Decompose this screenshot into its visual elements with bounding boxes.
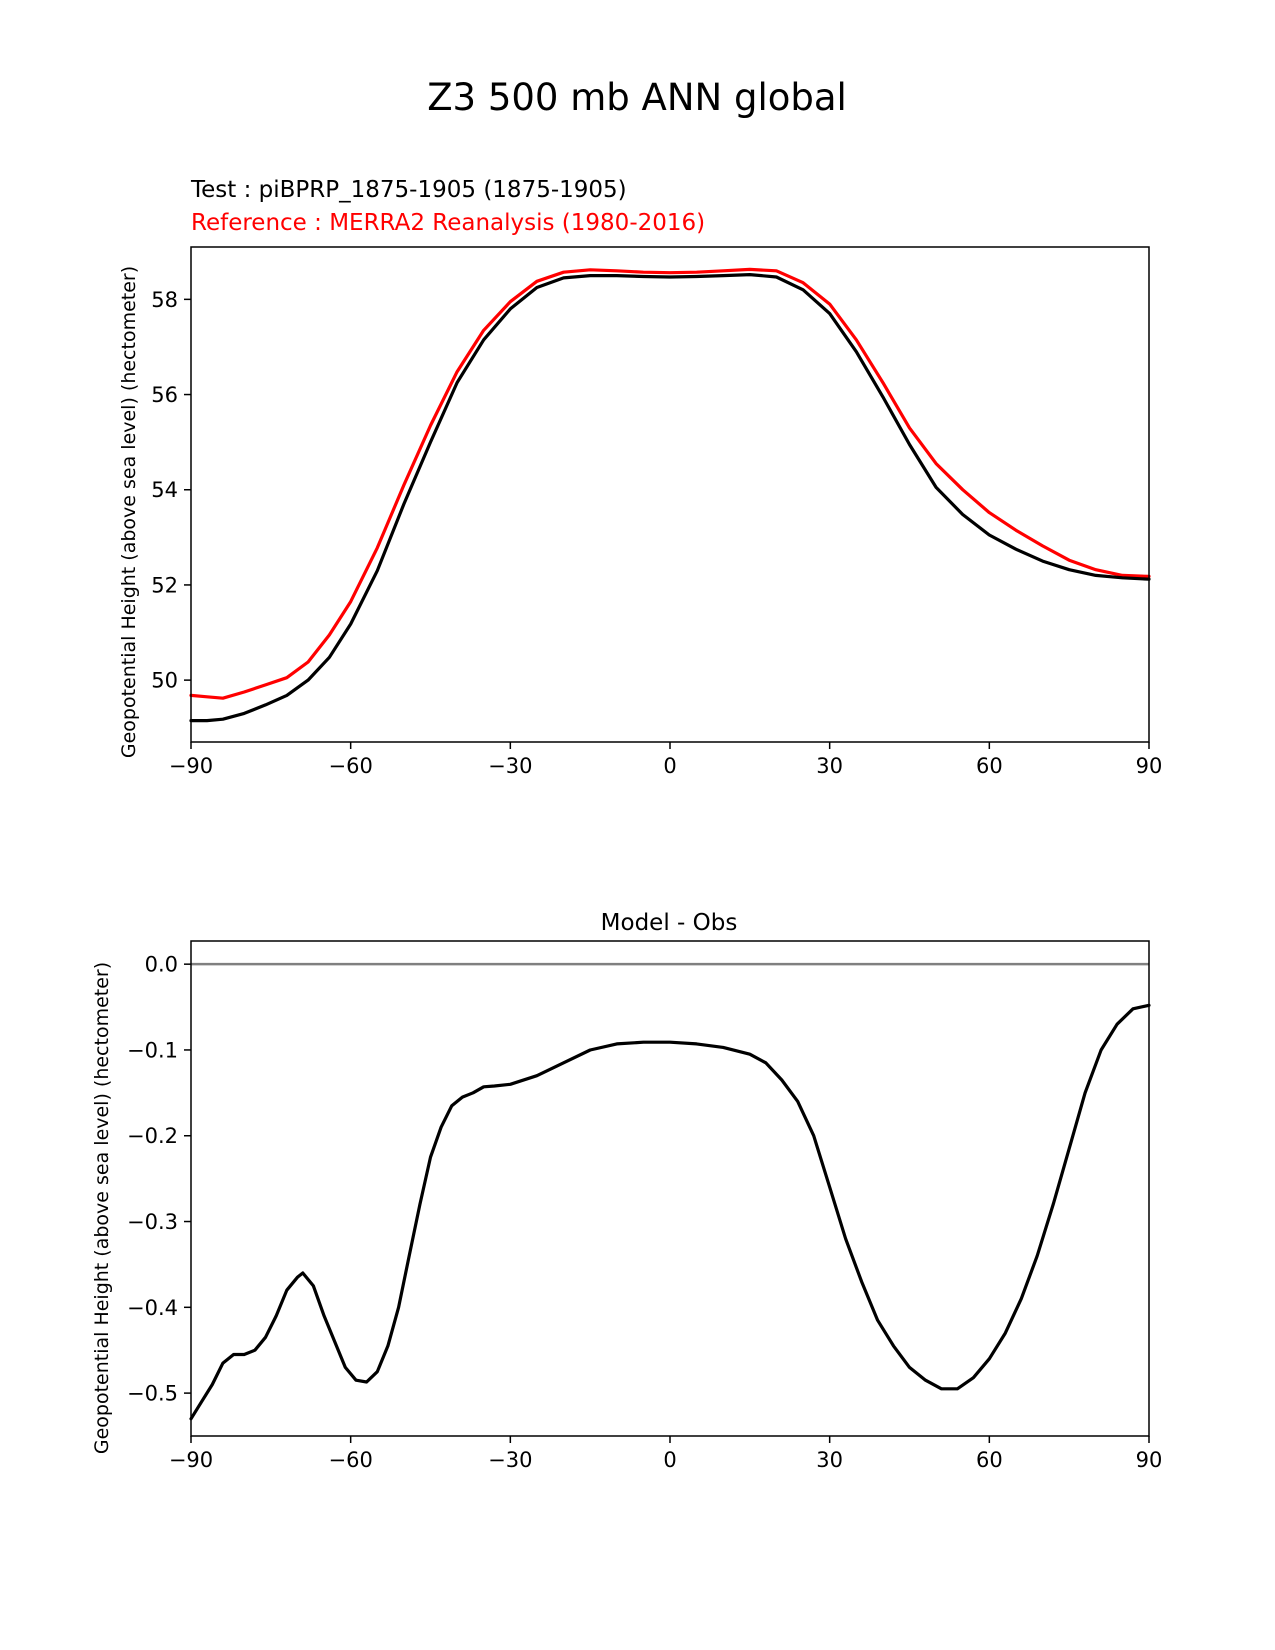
reference-label: Reference : MERRA2 Reanalysis (1980-2016… bbox=[191, 210, 705, 236]
y-tick-label: −0.1 bbox=[127, 1038, 178, 1062]
x-tick-label: 0 bbox=[663, 1448, 676, 1472]
series-line-model-obs bbox=[189, 1003, 1151, 1421]
x-tick-label: −90 bbox=[169, 1448, 213, 1472]
y-tick-label: −0.5 bbox=[127, 1382, 178, 1406]
y-tick-label: −0.4 bbox=[127, 1296, 178, 1320]
x-tick-label: 60 bbox=[976, 1448, 1003, 1472]
y-tick-label: 56 bbox=[151, 383, 178, 407]
x-tick-label: 30 bbox=[816, 1448, 843, 1472]
x-tick-label: 90 bbox=[1136, 754, 1163, 778]
top-y-axis-label: Geopotential Height (above sea level) (h… bbox=[118, 266, 140, 758]
series-line-test bbox=[189, 273, 1151, 723]
x-tick-label: −90 bbox=[169, 754, 213, 778]
test-label: Test : piBPRP_1875-1905 (1875-1905) bbox=[190, 177, 627, 203]
series-line-reference bbox=[189, 267, 1151, 700]
x-tick-label: 60 bbox=[976, 754, 1003, 778]
x-tick-label: −60 bbox=[329, 1448, 373, 1472]
y-tick-label: 58 bbox=[151, 288, 178, 312]
x-tick-label: 0 bbox=[663, 754, 676, 778]
figure-title: Z3 500 mb ANN global bbox=[427, 76, 847, 119]
top-plot-area: −90 −60 −30 0 30 60 90 50 52 54 56 58 bbox=[151, 246, 1163, 778]
bottom-panel-title: Model - Obs bbox=[601, 910, 738, 936]
y-tick-label: −0.3 bbox=[127, 1210, 178, 1234]
x-tick-label: 30 bbox=[816, 754, 843, 778]
bottom-plot-area: −90 −60 −30 0 30 60 90 0.0 −0.1 −0.2 −0.3 −0.4 −0.5 bbox=[127, 940, 1163, 1472]
y-tick-label: 50 bbox=[151, 669, 178, 693]
y-tick-label: −0.2 bbox=[127, 1124, 178, 1148]
x-tick-label: −30 bbox=[488, 754, 532, 778]
x-tick-label: −30 bbox=[488, 1448, 532, 1472]
bottom-panel: Model - Obs Geopotential Height (above s… bbox=[91, 910, 1162, 1472]
bottom-y-axis-label: Geopotential Height (above sea level) (h… bbox=[91, 962, 113, 1454]
x-tick-label: 90 bbox=[1136, 1448, 1163, 1472]
y-tick-label: 52 bbox=[151, 573, 178, 597]
x-tick-label: −60 bbox=[329, 754, 373, 778]
y-tick-label: 0.0 bbox=[145, 953, 178, 977]
y-tick-label: 54 bbox=[151, 478, 178, 502]
top-panel: Test : piBPRP_1875-1905 (1875-1905) Refe… bbox=[118, 177, 1162, 778]
